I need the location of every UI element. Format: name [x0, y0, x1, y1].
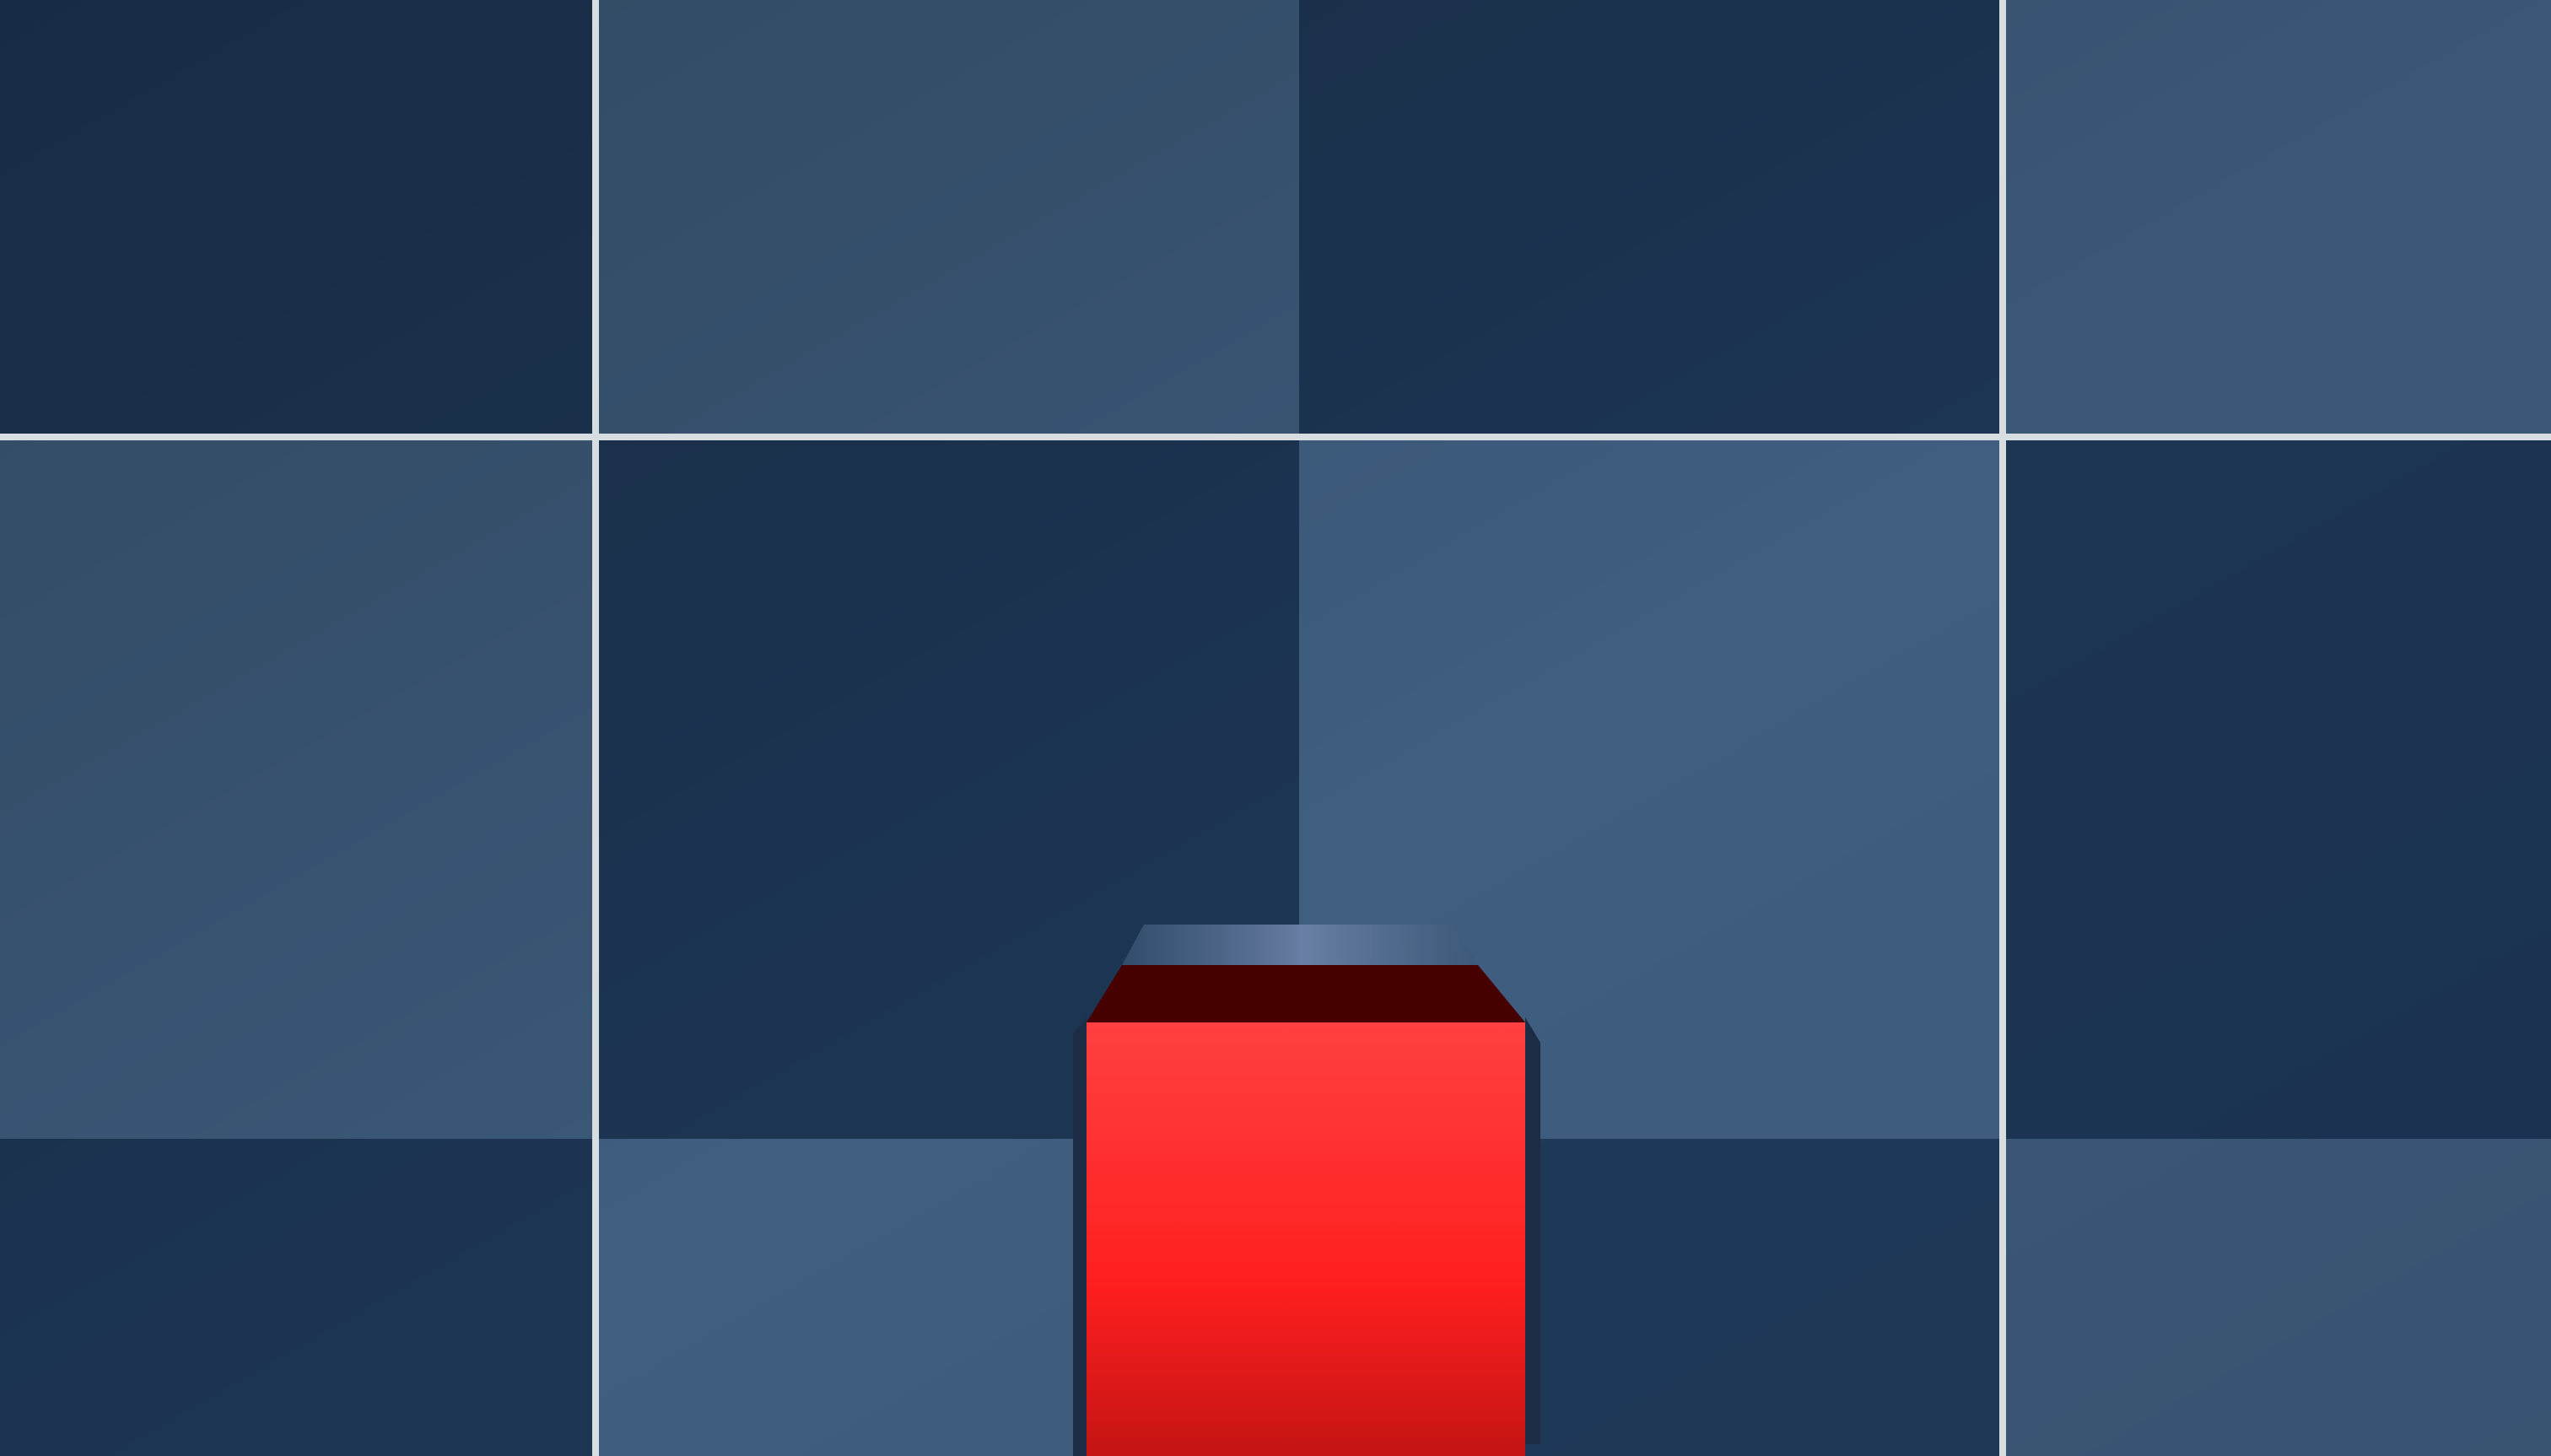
- cube-ghost-top: [1122, 925, 1478, 965]
- cube-side-shadow-right: [1525, 1017, 1540, 1444]
- player-cube[interactable]: [1073, 925, 1540, 1456]
- cube-side-shadow-left: [1073, 1017, 1087, 1456]
- cube-top-face: [1087, 965, 1525, 1022]
- cube-front-face: [1087, 1022, 1525, 1456]
